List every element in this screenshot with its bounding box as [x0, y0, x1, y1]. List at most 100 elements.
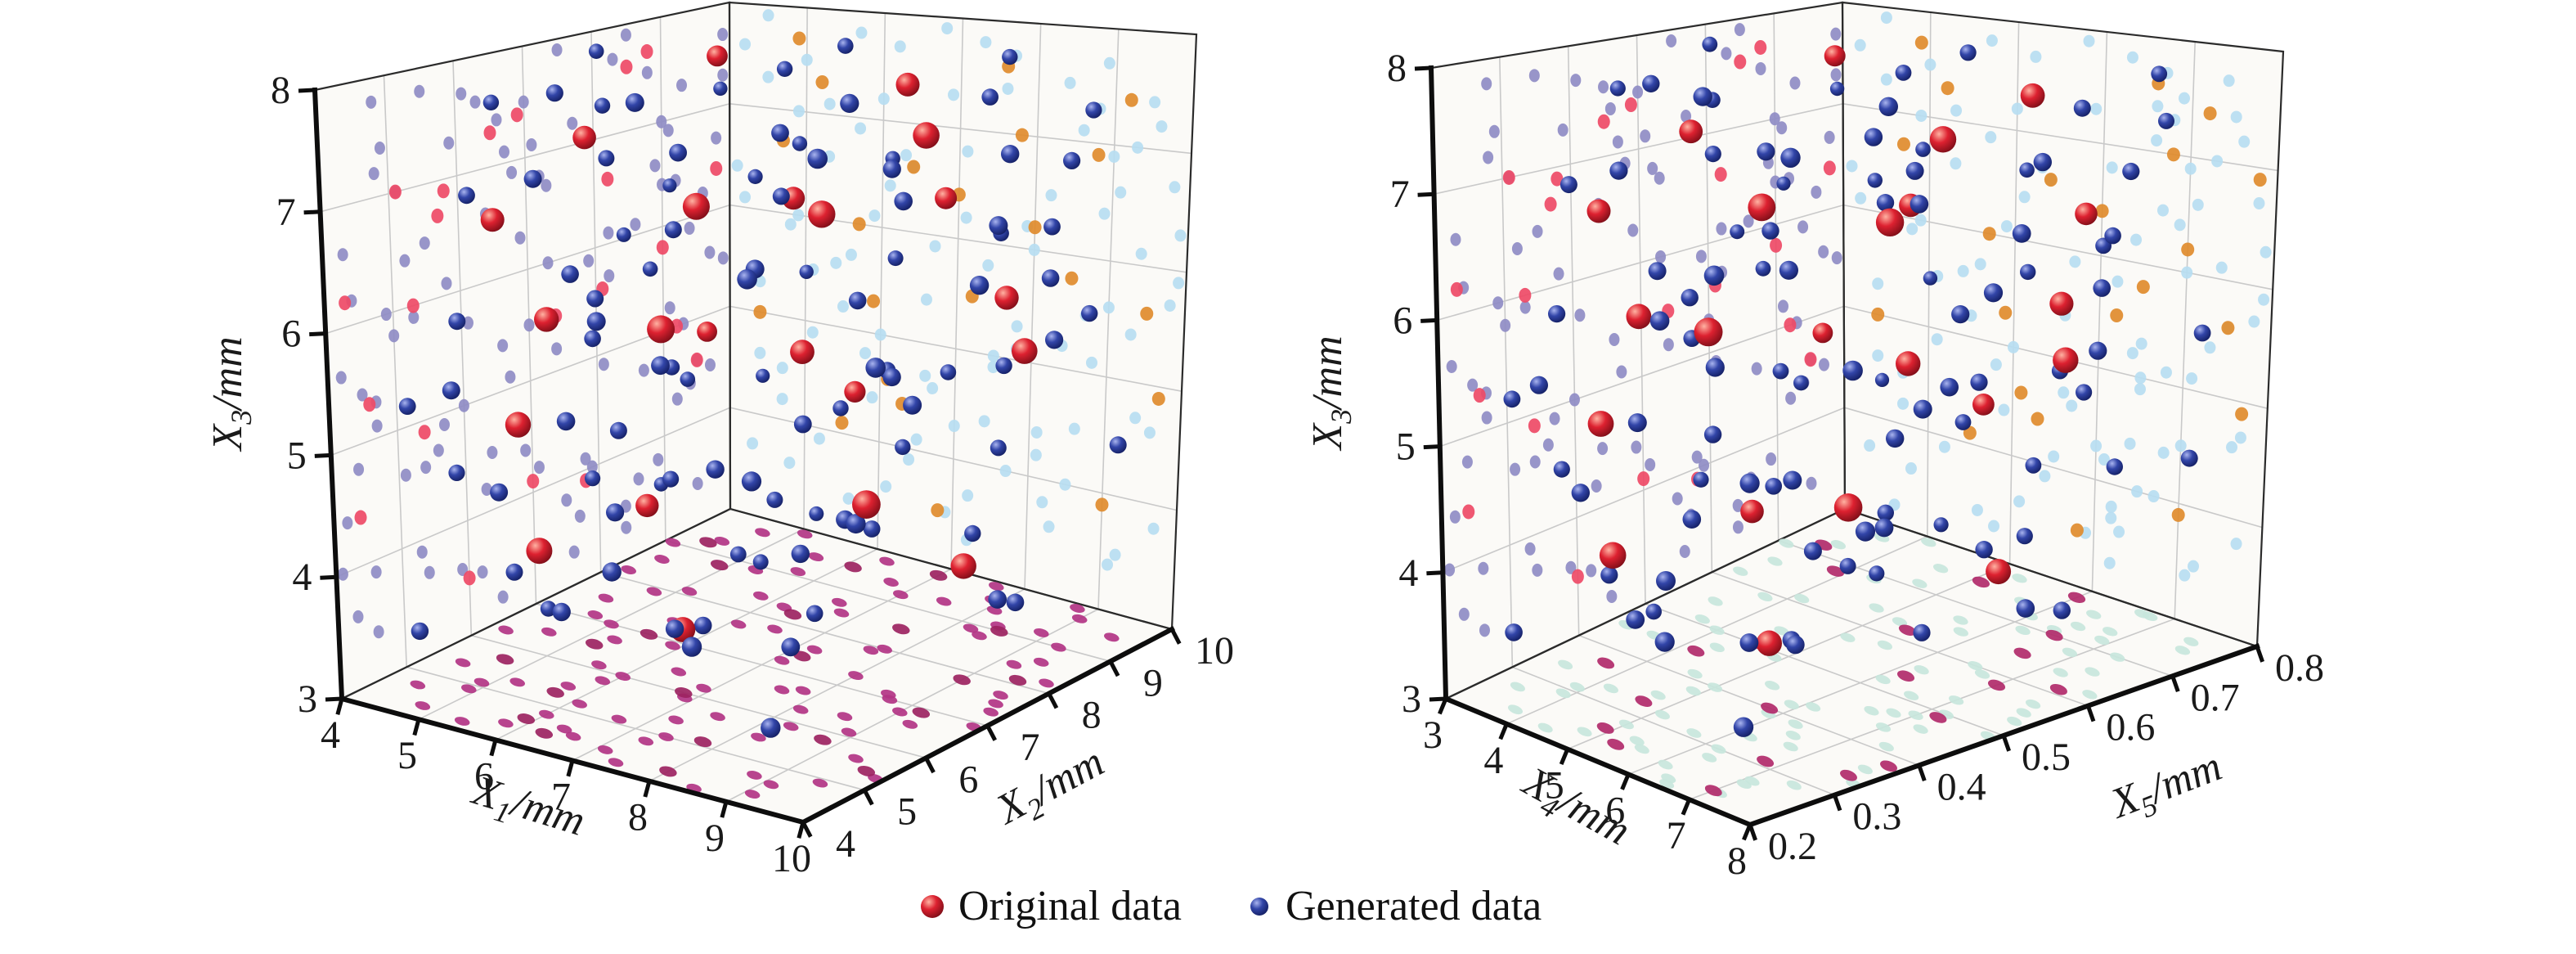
- projection-dot-right-wall: [1151, 391, 1165, 406]
- projection-dot-floor: [611, 714, 627, 724]
- data-sphere-original: [1679, 119, 1703, 144]
- projection-dot-left-wall: [437, 183, 450, 199]
- projection-dot-right-wall: [1098, 207, 1111, 220]
- projection-dot-floor: [1634, 744, 1649, 754]
- projection-dot-right-wall: [813, 432, 825, 445]
- data-sphere-generated: [969, 276, 990, 295]
- tick-label: 3: [1423, 713, 1443, 757]
- tick-label: 8: [1727, 839, 1747, 883]
- projection-dot-left-wall: [1784, 317, 1797, 333]
- projection-dot-right-wall: [1915, 109, 1928, 122]
- projection-dot-left-wall: [1734, 23, 1745, 37]
- projection-dot-right-wall: [1102, 558, 1114, 571]
- projection-dot-floor: [892, 623, 910, 635]
- data-sphere-generated: [1681, 289, 1699, 307]
- projection-dot-right-wall: [1059, 478, 1071, 491]
- projection-dot-floor: [1039, 678, 1054, 688]
- data-sphere-generated: [1757, 142, 1775, 161]
- projection-dot-left-wall: [373, 625, 384, 639]
- projection-dot-left-wall: [1461, 455, 1473, 469]
- projection-dot-right-wall: [1924, 58, 1936, 71]
- projection-dot-floor: [658, 732, 674, 741]
- projection-dot-right-wall: [987, 349, 999, 362]
- projection-dot-left-wall: [1666, 34, 1677, 47]
- tick-label: 0.3: [1852, 795, 1901, 839]
- projection-dot-floor: [595, 676, 611, 686]
- tick-mark: [335, 698, 344, 715]
- projection-dot-floor: [546, 686, 564, 698]
- projection-dot-floor: [560, 682, 577, 691]
- tick-mark: [924, 757, 936, 774]
- projection-dot-floor: [2045, 629, 2063, 641]
- data-sphere-generated: [1793, 375, 1809, 391]
- projection-dot-right-wall: [1938, 440, 1950, 453]
- data-sphere-generated: [1648, 262, 1667, 281]
- data-sphere-generated: [1600, 566, 1618, 584]
- projection-dot-floor: [1596, 722, 1614, 734]
- projection-dot-floor: [535, 727, 554, 739]
- projection-dot-right-wall: [1028, 243, 1040, 256]
- data-sphere-generated: [882, 160, 901, 178]
- projection-dot-left-wall: [551, 342, 563, 356]
- projection-dot-left-wall: [1571, 569, 1584, 584]
- projection-dot-left-wall: [420, 461, 432, 475]
- data-sphere-generated: [772, 187, 790, 205]
- data-sphere-original: [505, 412, 532, 438]
- data-sphere-generated: [2073, 99, 2091, 117]
- projection-dot-floor: [1537, 722, 1553, 733]
- projection-dot-right-wall: [1028, 220, 1042, 235]
- tick-label: 0.5: [2022, 736, 2071, 779]
- projection-dot-right-wall: [2112, 275, 2124, 288]
- data-sphere-generated: [729, 546, 747, 563]
- projection-dot-floor: [1577, 727, 1592, 737]
- data-sphere-generated: [1730, 224, 1745, 240]
- projection-dot-left-wall: [370, 565, 382, 579]
- data-sphere-generated: [693, 616, 712, 635]
- grid-line: [383, 75, 407, 668]
- projection-dot-floor: [1765, 681, 1780, 691]
- projection-dot-right-wall: [2136, 280, 2150, 295]
- projection-dot-left-wall: [1446, 359, 1457, 373]
- data-sphere-generated: [1739, 633, 1759, 652]
- data-sphere-generated: [1761, 222, 1779, 240]
- projection-dot-right-wall: [1065, 271, 1079, 286]
- projection-dot-left-wall: [1751, 362, 1762, 376]
- projection-dot-floor: [598, 593, 614, 603]
- projection-dot-floor: [640, 628, 658, 640]
- projection-dot-left-wall: [1511, 241, 1523, 255]
- projection-dot-left-wall: [1818, 358, 1829, 371]
- data-sphere-original: [1833, 493, 1863, 522]
- data-sphere-generated: [1045, 331, 1064, 349]
- projection-dot-right-wall: [2090, 102, 2103, 115]
- projection-dot-right-wall: [1140, 306, 1154, 321]
- data-sphere-original: [1740, 499, 1764, 524]
- projection-dot-right-wall: [2106, 161, 2118, 174]
- projection-dot-floor: [541, 627, 557, 637]
- projection-dot-right-wall: [2134, 383, 2146, 396]
- projection-dot-floor: [902, 719, 918, 729]
- data-sphere-generated: [1895, 65, 1912, 81]
- data-sphere-original: [2020, 83, 2045, 108]
- projection-dot-left-wall: [1654, 171, 1665, 185]
- projection-dot-floor: [1972, 576, 1990, 588]
- projection-dot-right-wall: [2124, 437, 2136, 450]
- projection-dot-right-wall: [2152, 100, 2164, 113]
- projection-dot-right-wall: [2110, 308, 2124, 322]
- projection-dot-floor: [1687, 645, 1705, 657]
- projection-dot-floor: [832, 597, 847, 607]
- projection-dot-floor: [755, 528, 770, 538]
- data-sphere-generated: [1529, 376, 1548, 394]
- projection-dot-right-wall: [931, 503, 945, 518]
- data-sphere-generated: [1915, 142, 1931, 157]
- tick-label: 7: [1021, 726, 1040, 769]
- tick-mark: [801, 821, 813, 838]
- projection-dot-right-wall: [792, 209, 805, 222]
- projection-dot-floor: [783, 609, 802, 620]
- projection-dot-left-wall: [416, 545, 428, 559]
- projection-dot-floor: [1709, 625, 1725, 635]
- data-sphere-original: [1599, 542, 1627, 569]
- data-sphere-generated: [651, 356, 670, 376]
- data-sphere-generated: [1842, 360, 1863, 381]
